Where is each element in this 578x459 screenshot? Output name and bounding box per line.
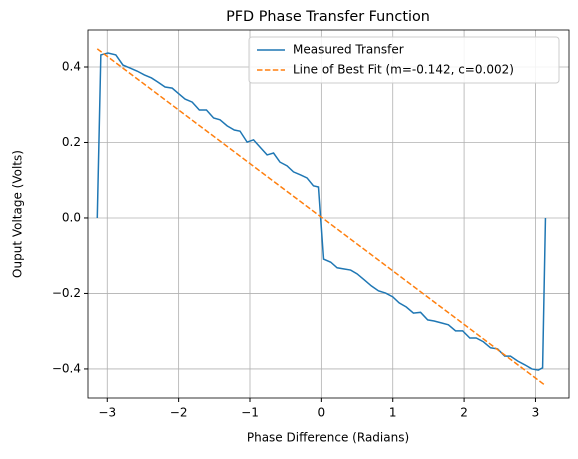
x-tick-label: 0	[318, 406, 326, 420]
legend-label: Measured Transfer	[293, 43, 404, 57]
chart-title: PFD Phase Transfer Function	[226, 9, 430, 25]
y-tick-label: 0.0	[62, 210, 81, 224]
series-line	[96, 48, 546, 387]
x-tick-label: −3	[98, 406, 116, 420]
x-tick-label: −2	[170, 406, 188, 420]
x-tick-label: 3	[532, 406, 540, 420]
legend-box	[248, 36, 560, 84]
y-tick-label: −0.2	[52, 286, 81, 300]
y-tick-label: 0.4	[62, 59, 81, 73]
y-axis-label: Ouput Voltage (Volts)	[11, 150, 25, 278]
series-line	[96, 52, 547, 371]
legend-label: Line of Best Fit (m=-0.142, c=0.002)	[293, 63, 514, 77]
y-tick-label: 0.2	[62, 135, 81, 149]
x-axis-label: Phase Difference (Radians)	[247, 431, 409, 445]
x-tick-label: 1	[389, 406, 397, 420]
x-tick-label: 2	[460, 406, 468, 420]
plot-frame	[87, 29, 570, 399]
x-tick-label: −1	[241, 406, 259, 420]
y-tick-label: −0.4	[52, 361, 81, 375]
